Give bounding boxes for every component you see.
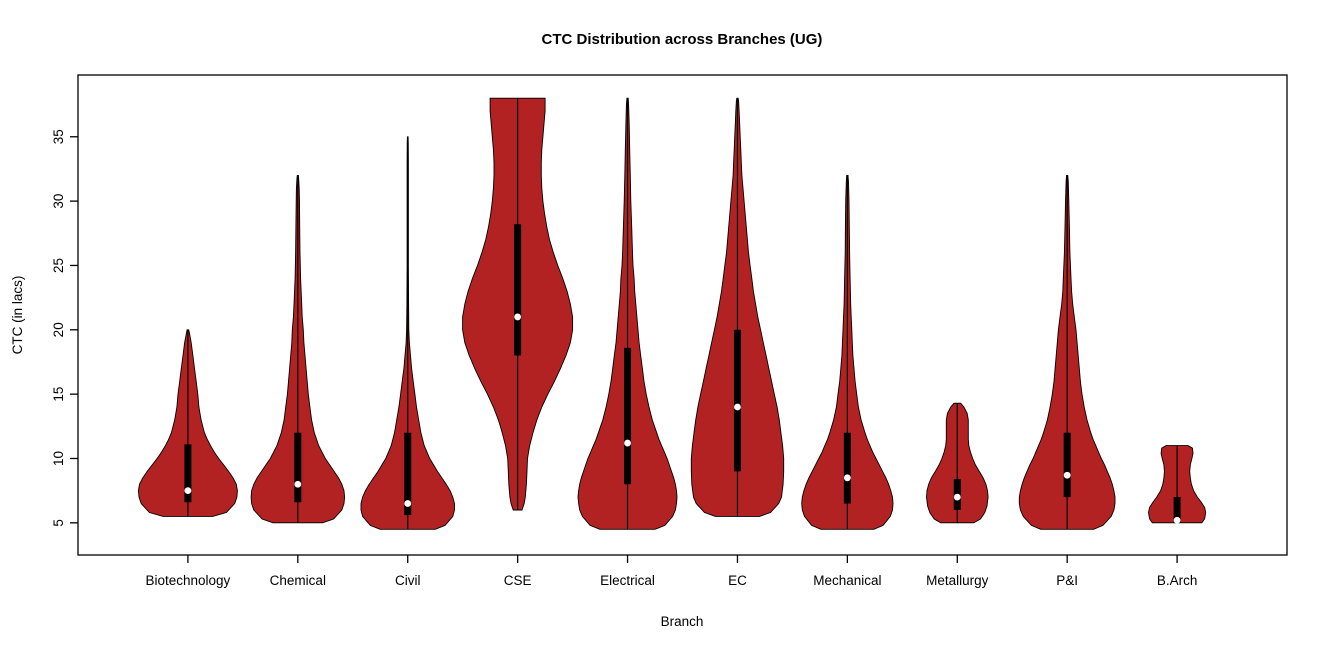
median-dot-b-arch	[1173, 516, 1181, 524]
x-tick-label-biotechnology: Biotechnology	[146, 573, 231, 588]
y-tick-label: 35	[51, 129, 66, 144]
plot-border	[77, 74, 1288, 556]
median-dot-chemical	[294, 480, 302, 488]
y-tick-label: 25	[51, 258, 66, 273]
x-tick-label-metallurgy: Metallurgy	[926, 573, 989, 588]
y-tick-label: 10	[51, 451, 66, 466]
y-axis-title: CTC (in lacs)	[10, 276, 25, 355]
iqr-box-chemical	[294, 432, 302, 503]
y-tick-label: 20	[51, 322, 66, 337]
x-tick-label-cse: CSE	[504, 573, 532, 588]
iqr-box-p-i	[1063, 432, 1071, 498]
x-tick-label-ec: EC	[728, 573, 747, 588]
iqr-box-cse	[514, 224, 522, 356]
x-tick-label-electrical: Electrical	[600, 573, 655, 588]
median-dot-mechanical	[843, 474, 851, 482]
x-tick-label-mechanical: Mechanical	[813, 573, 881, 588]
x-tick-label-civil: Civil	[395, 573, 421, 588]
iqr-box-electrical	[624, 347, 632, 485]
median-dot-metallurgy	[953, 493, 961, 501]
iqr-box-mechanical	[843, 432, 851, 504]
median-dot-biotechnology	[184, 487, 192, 495]
median-dot-electrical	[624, 439, 631, 447]
iqr-box-ec	[733, 329, 741, 472]
y-tick-label: 30	[51, 194, 66, 209]
x-axis-title: Branch	[661, 614, 704, 629]
x-tick-label-p-i: P&I	[1056, 573, 1078, 588]
median-dot-ec	[734, 403, 741, 411]
iqr-box-biotechnology	[184, 444, 192, 503]
median-dot-cse	[514, 313, 522, 321]
median-dot-p-i	[1063, 471, 1071, 479]
x-tick-label-b-arch: B.Arch	[1157, 573, 1198, 588]
iqr-box-b-arch	[1173, 497, 1181, 523]
median-dot-civil	[404, 500, 412, 507]
x-tick-label-chemical: Chemical	[270, 573, 326, 588]
iqr-box-civil	[404, 432, 412, 516]
y-tick-label: 15	[51, 387, 66, 402]
plot-area: 5 10 15 20 25 30 35 Biotechnology Chemical Civil C…	[51, 74, 1288, 588]
chart-title: CTC Distribution across Branches (UG)	[542, 31, 823, 48]
y-tick-label: 5	[51, 519, 66, 527]
